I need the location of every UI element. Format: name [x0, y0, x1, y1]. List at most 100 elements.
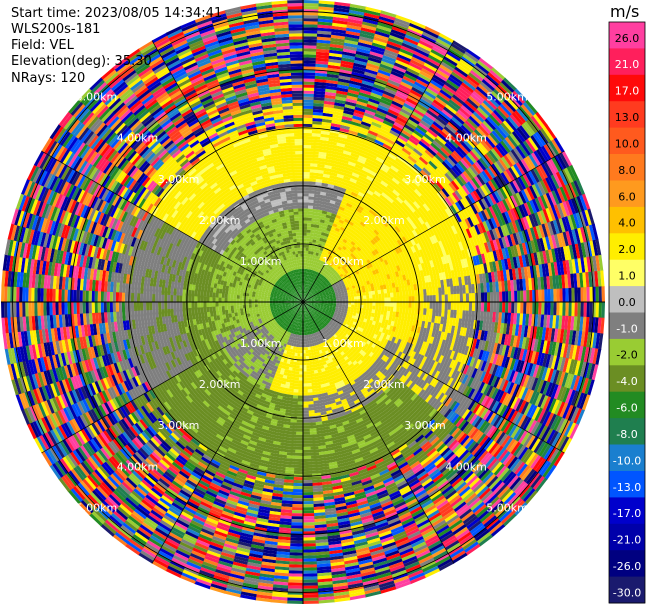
range-gate — [464, 77, 479, 89]
range-gate — [319, 222, 325, 227]
range-gate — [551, 248, 557, 263]
range-gate — [454, 190, 463, 201]
range-gate — [323, 100, 336, 106]
range-gate — [472, 214, 480, 226]
range-gate — [545, 177, 555, 193]
range-gate — [577, 302, 581, 318]
range-gate — [526, 290, 530, 303]
range-gate — [462, 53, 478, 66]
range-gate — [486, 207, 494, 219]
range-gate — [432, 216, 440, 226]
range-gate — [447, 302, 451, 311]
range-gate — [360, 86, 373, 93]
range-gate — [558, 218, 566, 234]
range-gate — [316, 249, 320, 254]
range-gate — [414, 176, 423, 185]
range-gate — [529, 265, 535, 279]
range-gate — [547, 262, 553, 277]
range-gate — [478, 254, 484, 265]
range-gate — [319, 293, 323, 296]
range-gate — [537, 196, 546, 211]
range-gate — [595, 302, 599, 319]
range-gate — [309, 235, 314, 240]
range-gate — [429, 244, 436, 253]
range-gate — [320, 275, 324, 279]
range-gate — [383, 175, 393, 183]
range-gate — [443, 255, 449, 265]
range-gate — [409, 278, 414, 286]
range-gate — [319, 197, 326, 202]
range-gate — [380, 275, 385, 282]
range-gate — [374, 268, 380, 275]
range-gate — [401, 211, 409, 219]
range-gate — [372, 305, 376, 310]
range-gate — [563, 246, 569, 262]
range-gate — [363, 216, 370, 223]
range-gate — [326, 73, 340, 79]
range-gate — [383, 210, 391, 217]
range-gate — [424, 26, 441, 36]
range-gate — [484, 118, 497, 131]
range-gate — [507, 246, 513, 259]
range-gate — [369, 217, 376, 224]
range-gate — [374, 159, 384, 167]
range-gate — [401, 201, 409, 210]
range-gate — [475, 255, 481, 266]
range-gate — [477, 83, 492, 96]
range-gate — [330, 298, 334, 301]
range-gate — [380, 203, 389, 211]
range-gate — [308, 298, 312, 301]
range-gate — [423, 302, 427, 309]
range-gate — [482, 183, 492, 196]
range-gate — [343, 147, 353, 153]
range-gate — [463, 139, 474, 151]
range-gate — [329, 175, 337, 180]
range-gate — [582, 272, 587, 288]
range-gate — [356, 246, 362, 252]
range-gate — [389, 106, 401, 114]
range-gate — [315, 221, 321, 226]
range-gate — [327, 299, 331, 301]
range-gate — [373, 190, 382, 198]
range-gate — [345, 233, 352, 239]
range-gate — [313, 267, 317, 271]
range-gate — [304, 290, 306, 294]
range-gate — [475, 62, 490, 75]
range-gate — [377, 154, 387, 161]
range-gate — [351, 172, 360, 178]
range-gate — [526, 201, 535, 215]
range-gate — [314, 193, 321, 198]
range-gate — [365, 291, 370, 296]
range-gate — [330, 126, 341, 131]
range-gate — [361, 234, 368, 241]
range-gate — [538, 164, 549, 180]
range-gate — [359, 126, 370, 133]
range-gate — [511, 268, 517, 281]
range-gate — [359, 236, 366, 243]
range-gate — [516, 279, 521, 292]
range-gate — [335, 284, 339, 288]
range-gate — [457, 200, 466, 211]
range-gate — [478, 199, 487, 211]
range-gate — [400, 192, 408, 200]
range-gate — [304, 293, 306, 297]
range-gate — [444, 172, 454, 183]
range-gate — [305, 293, 307, 297]
range-gate — [346, 27, 362, 34]
range-gate — [388, 34, 405, 43]
range-gate — [415, 257, 421, 265]
range-gate — [328, 140, 338, 146]
range-gate — [385, 283, 390, 289]
range-gate — [533, 113, 546, 129]
range-gate — [432, 259, 438, 268]
range-gate — [338, 167, 347, 173]
range-gate — [410, 272, 416, 280]
range-gate — [357, 132, 368, 139]
range-gate — [306, 294, 309, 298]
range-gate — [329, 266, 334, 271]
range-gate — [457, 87, 471, 99]
range-gate — [364, 237, 371, 244]
range-gate — [510, 195, 519, 208]
range-gate — [398, 51, 413, 60]
range-gate — [422, 31, 439, 42]
